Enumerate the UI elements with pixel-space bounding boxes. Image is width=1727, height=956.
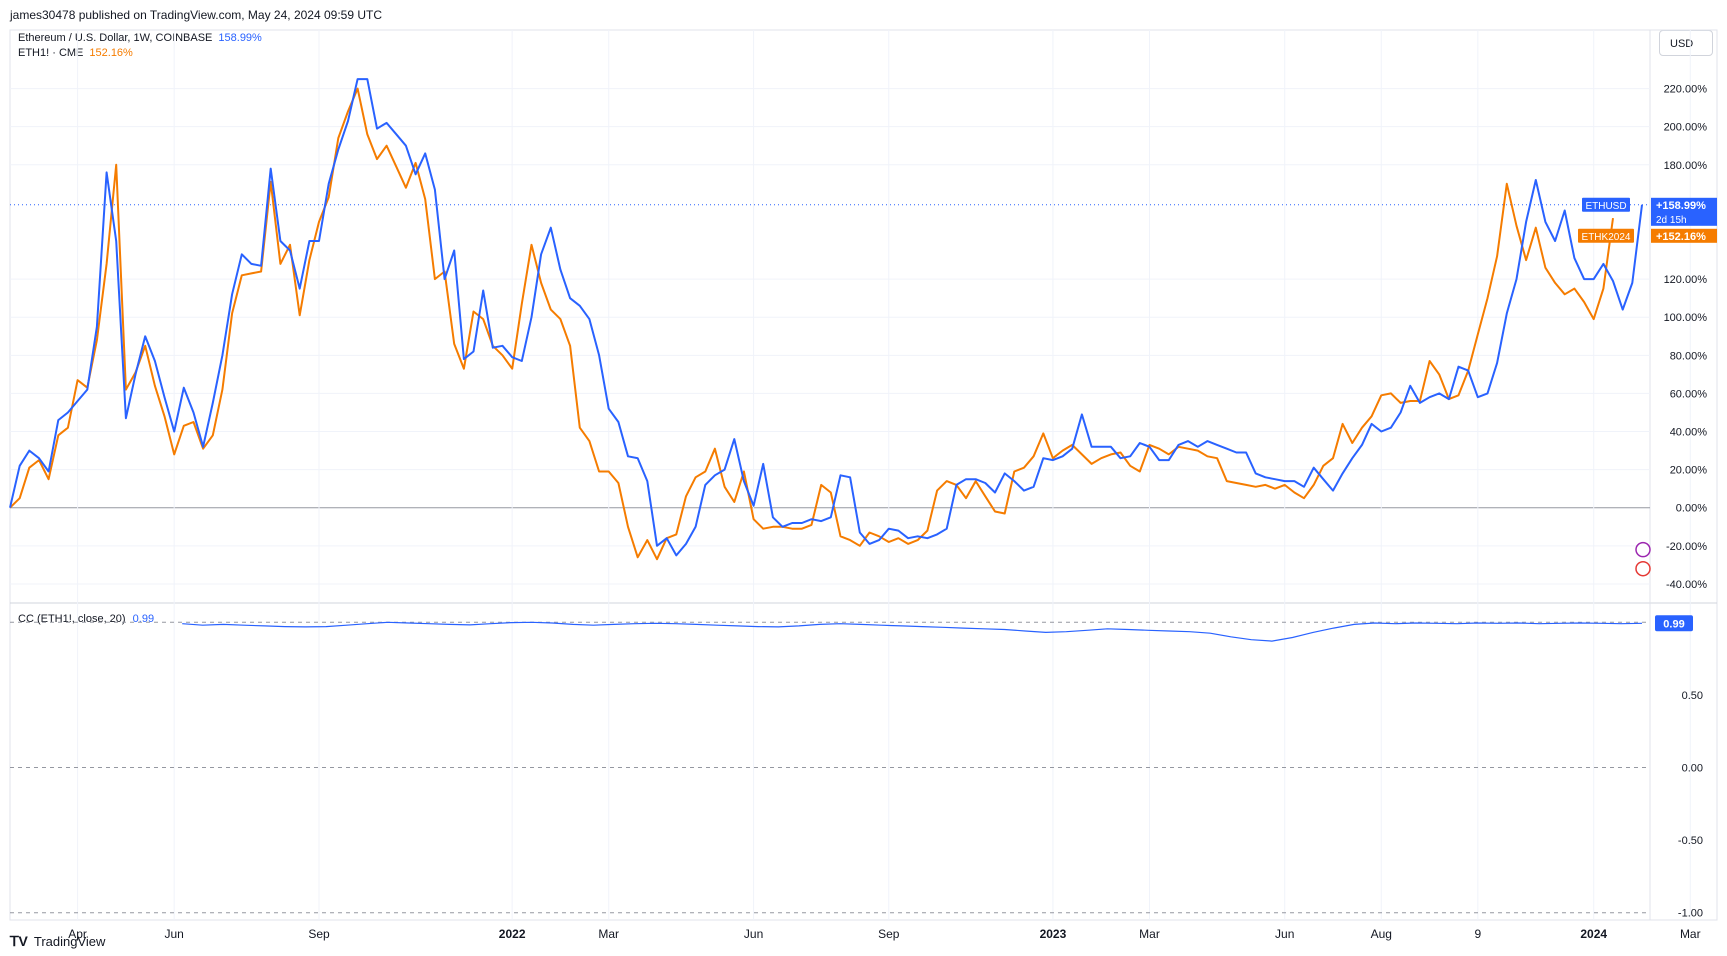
indicator-label: CC (ETH1!, close, 20) xyxy=(18,613,126,625)
cc-value-label: 0.99 xyxy=(1663,618,1684,630)
y-tick-label: 180.00% xyxy=(1664,160,1708,172)
indicator-legend[interactable]: CC (ETH1!, close, 20) 0.99 xyxy=(18,613,154,625)
economic-event-icon xyxy=(1635,560,1651,577)
legend-ethusd-label: Ethereum / U.S. Dollar, 1W, COINBASE xyxy=(18,32,213,44)
indicator-value: 0.99 xyxy=(132,613,155,625)
currency-button[interactable]: USD xyxy=(1659,30,1713,56)
x-tick-label: Mar xyxy=(598,927,619,941)
legend-ethusd[interactable]: Ethereum / U.S. Dollar, 1W, COINBASE 158.… xyxy=(18,32,262,44)
cc-y-tick-label: -1.00 xyxy=(1678,908,1703,920)
x-tick-label: 2023 xyxy=(1040,927,1067,941)
cc-y-tick-label: 0.50 xyxy=(1682,690,1703,702)
ethusd-tag xyxy=(1582,197,1630,212)
cc-series-line xyxy=(182,621,1643,642)
legend-ethk[interactable]: ETH1! · CME 152.16% xyxy=(18,47,133,59)
x-tick-label: 2024 xyxy=(1580,927,1607,941)
y-tick-label: 20.00% xyxy=(1670,465,1708,477)
legend-ethk-label: ETH1! · CME xyxy=(18,47,84,59)
y-tick-label: 120.00% xyxy=(1664,274,1708,286)
tradingview-icon: ꓔV xyxy=(10,933,28,949)
y-tick-label: 60.00% xyxy=(1670,388,1708,400)
x-tick-label: Mar xyxy=(1680,927,1701,941)
y-tick-label: -40.00% xyxy=(1666,579,1707,591)
ethk-tag-label: ETHK2024 xyxy=(1582,232,1631,243)
y-tick-label: 80.00% xyxy=(1670,350,1708,362)
legend-ethusd-value: 158.99% xyxy=(218,32,262,44)
cc-y-tick-label: 0.00 xyxy=(1682,763,1703,775)
y-tick-label: 100.00% xyxy=(1664,312,1708,324)
y-tick-label: 40.00% xyxy=(1670,427,1708,439)
ethk-price-box xyxy=(1651,228,1717,243)
series-line-ethusd xyxy=(9,78,1643,557)
x-tick-label: Jun xyxy=(164,927,183,941)
x-tick-label: Jun xyxy=(1275,927,1294,941)
tradingview-logo[interactable]: ꓔV TradingView xyxy=(10,933,105,950)
ethk-tag xyxy=(1578,228,1634,243)
ethusd-countdown: 2d 15h xyxy=(1656,215,1687,226)
x-tick-label: 9 xyxy=(1474,927,1481,941)
x-tick-label: Mar xyxy=(1139,927,1160,941)
x-tick-label: Sep xyxy=(308,927,330,941)
ethusd-tag-label: ETHUSD xyxy=(1585,201,1626,212)
x-tick-label: 2022 xyxy=(499,927,526,941)
plot-frame xyxy=(9,29,1718,921)
y-tick-label: 0.00% xyxy=(1676,503,1707,515)
y-tick-label: -20.00% xyxy=(1666,541,1707,553)
ethusd-price-box xyxy=(1651,197,1717,226)
legend-ethk-value: 152.16% xyxy=(89,47,133,59)
ethk-price-label: +152.16% xyxy=(1656,231,1706,243)
x-tick-label: Aug xyxy=(1371,927,1392,941)
footer-brand: TradingView xyxy=(33,934,106,949)
x-tick-label: Sep xyxy=(878,927,900,941)
series-line-ethk2024 xyxy=(9,87,1614,561)
lightning-event-icon xyxy=(1635,541,1651,558)
y-tick-label: 200.00% xyxy=(1664,122,1708,134)
cc-value-box xyxy=(1655,615,1693,632)
cc-y-tick-label: -0.50 xyxy=(1678,835,1703,847)
y-tick-label: 220.00% xyxy=(1664,84,1708,96)
publish-credit: james30478 published on TradingView.com,… xyxy=(10,8,383,22)
ethusd-price-label: +158.99% xyxy=(1656,200,1706,212)
x-tick-label: Jun xyxy=(744,927,763,941)
